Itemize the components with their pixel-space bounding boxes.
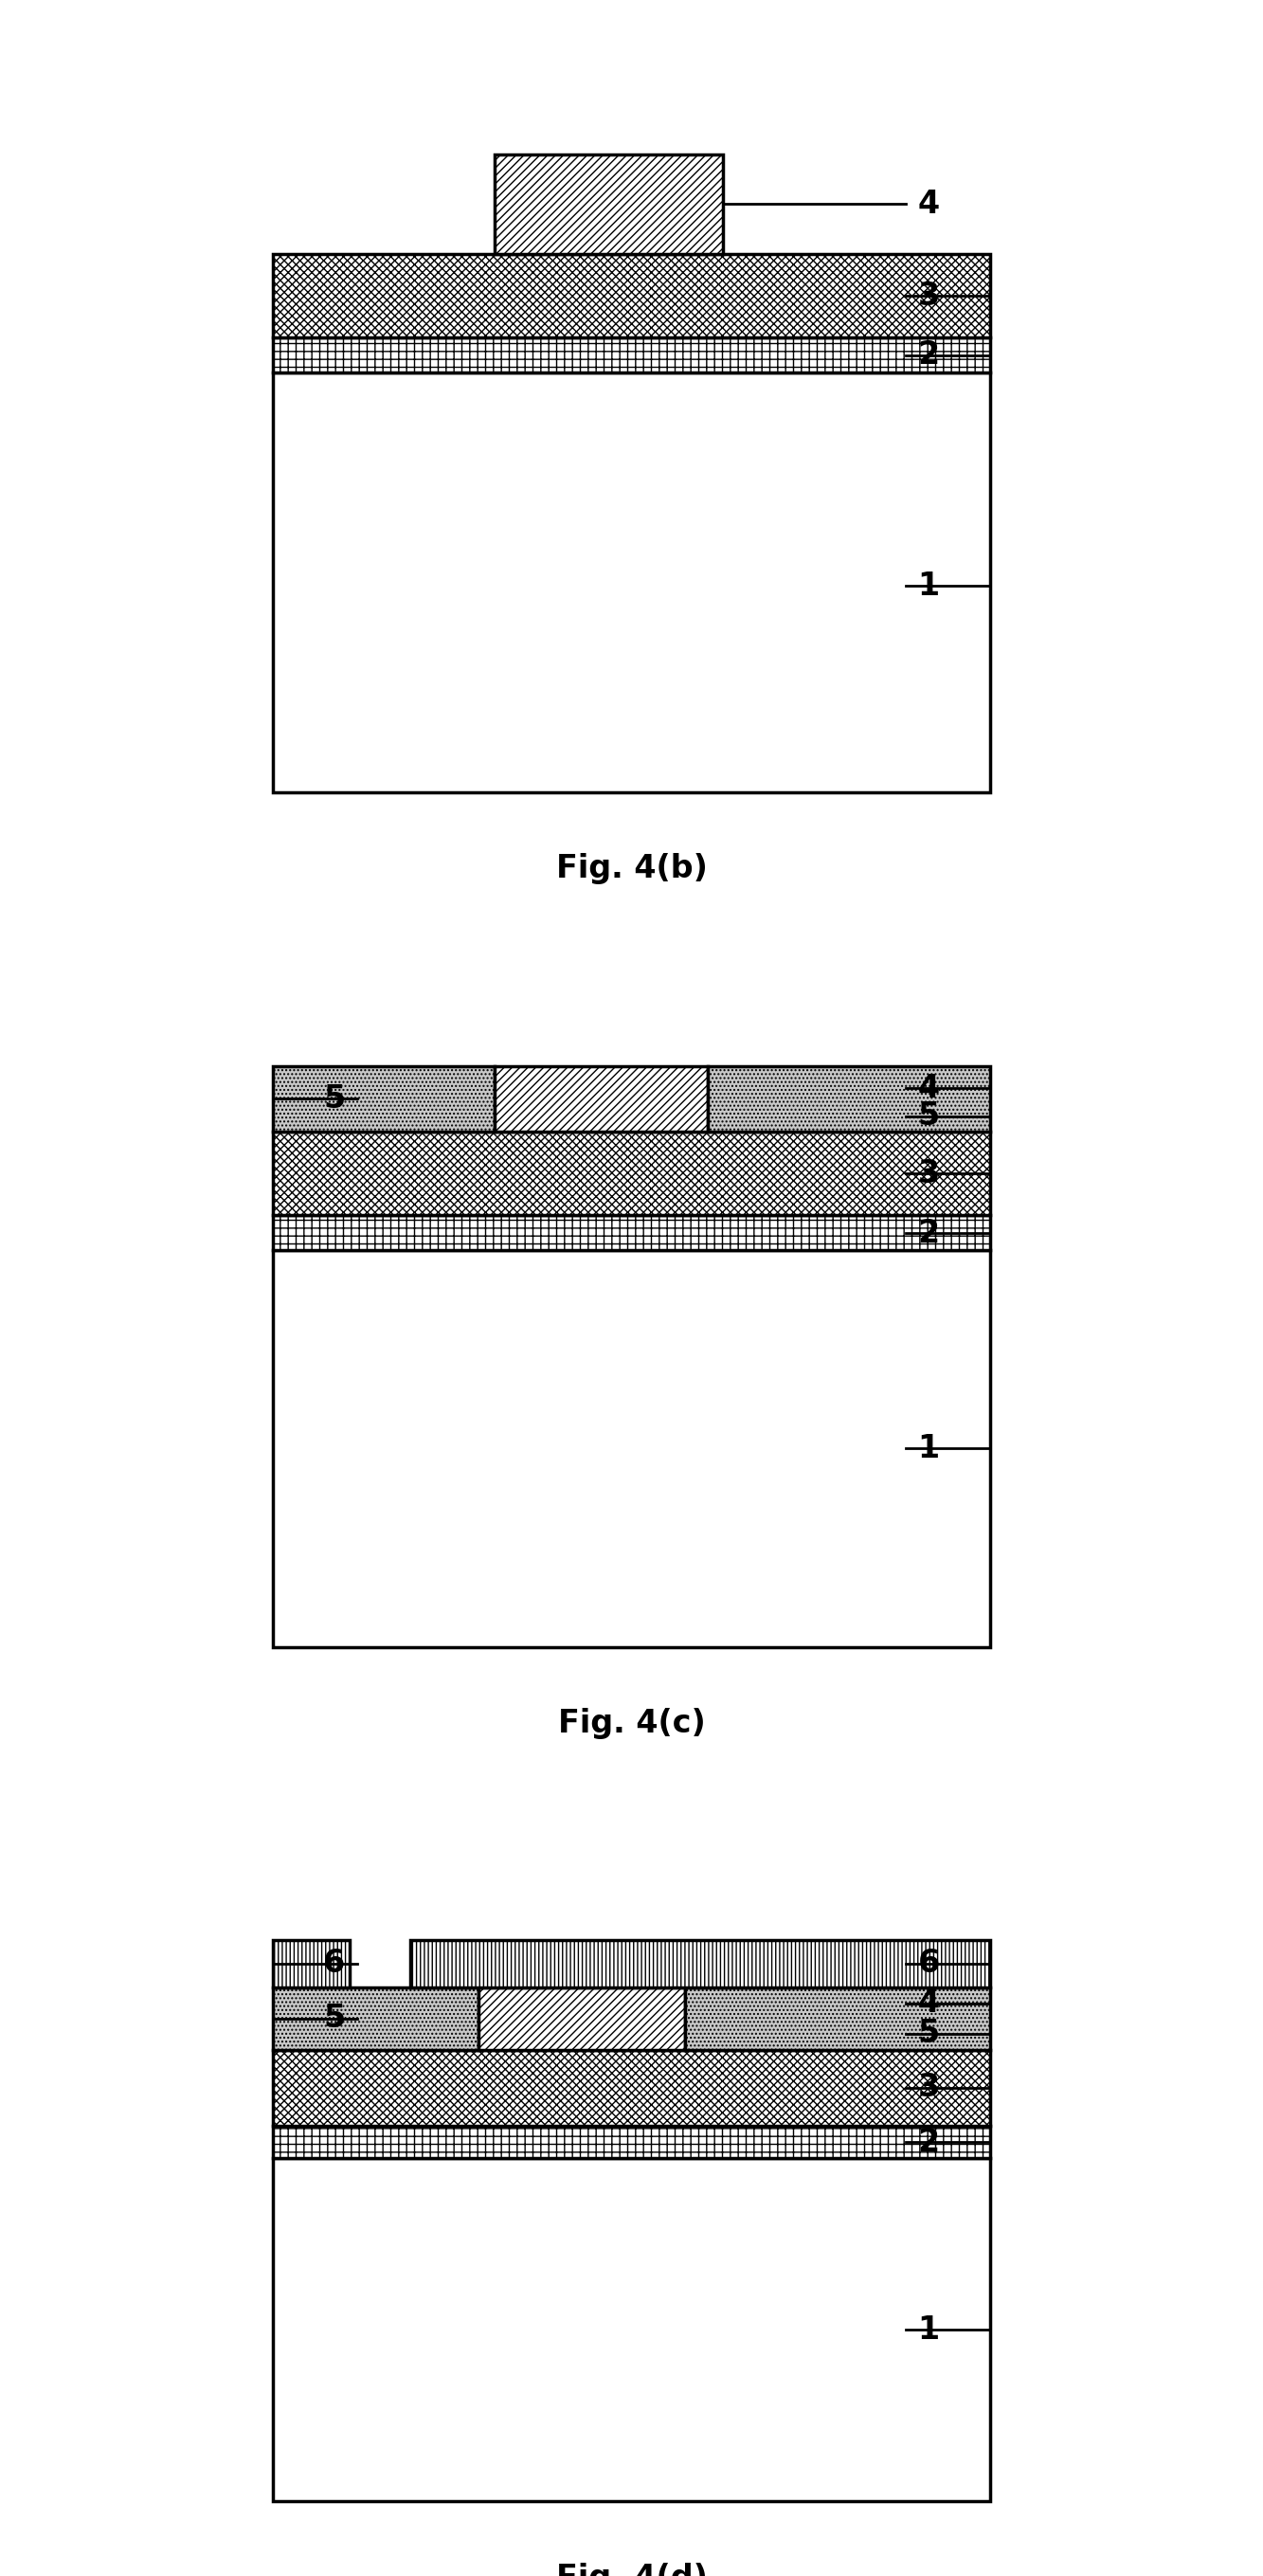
Text: 6: 6 [323, 1947, 345, 1978]
Bar [410, 1940, 990, 1986]
Bar [273, 2159, 990, 2501]
Bar [273, 1249, 990, 1646]
Text: 2: 2 [918, 1218, 940, 1249]
Text: 5: 5 [918, 1100, 940, 1131]
Bar [273, 2050, 990, 2125]
Text: Fig. 4(b): Fig. 4(b) [556, 853, 707, 884]
Text: 4: 4 [918, 1072, 940, 1103]
Text: 6: 6 [918, 1947, 940, 1978]
Text: 4: 4 [918, 1989, 940, 2020]
Text: 1: 1 [918, 1432, 940, 1463]
Text: 3: 3 [918, 281, 940, 312]
Bar [707, 1066, 990, 1131]
Bar [494, 155, 722, 255]
Text: 5: 5 [918, 2017, 940, 2050]
Bar [479, 1986, 685, 2050]
Text: 5: 5 [323, 2002, 345, 2035]
Bar [685, 1986, 990, 2050]
Text: 1: 1 [918, 2313, 940, 2347]
Text: Fig. 4(d): Fig. 4(d) [556, 2563, 707, 2576]
Bar [273, 1131, 990, 1216]
Text: 5: 5 [323, 1082, 345, 1115]
Text: 4: 4 [918, 188, 940, 219]
Bar [494, 1066, 707, 1131]
Bar [273, 337, 990, 371]
Bar [273, 1940, 349, 1986]
Bar [273, 1216, 990, 1249]
Bar [273, 1986, 479, 2050]
Text: 1: 1 [918, 569, 940, 600]
Text: 2: 2 [918, 2125, 940, 2159]
Text: Fig. 4(c): Fig. 4(c) [558, 1708, 705, 1739]
Bar [273, 2125, 990, 2159]
Text: 3: 3 [918, 2071, 940, 2105]
Bar [273, 1066, 494, 1131]
Text: 3: 3 [918, 1157, 940, 1190]
Text: 2: 2 [918, 340, 940, 371]
Bar [273, 371, 990, 791]
Bar [273, 255, 990, 337]
